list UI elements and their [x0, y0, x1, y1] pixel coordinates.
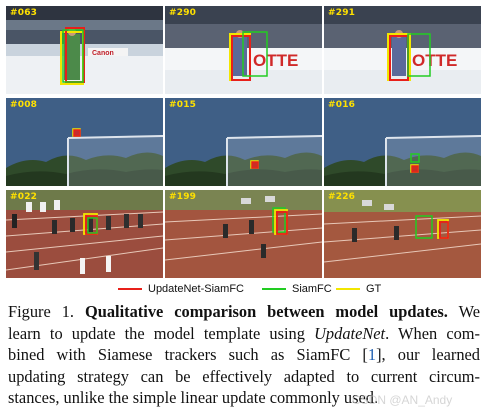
legend-swatch-red [118, 288, 142, 290]
caption-line-1: Figure 1. Qualitative comparison between… [8, 302, 480, 321]
figure-image-grid: Canon #063 OTTE [6, 6, 481, 278]
legend-label: SiamFC [292, 283, 332, 295]
ball-frame-image [165, 98, 322, 186]
race-frame-image [6, 190, 163, 278]
frame-number: #226 [328, 192, 356, 202]
figure-legend: UpdateNet-SiamFC SiamFC GT [0, 281, 487, 299]
svg-text:Canon: Canon [92, 50, 114, 57]
legend-label: GT [366, 283, 382, 295]
figure-label: Figure 1. [8, 302, 75, 321]
svg-text:OTTE: OTTE [253, 51, 298, 70]
frame-number: #291 [328, 8, 356, 18]
figure-caption: Figure 1. Qualitative comparison between… [8, 301, 480, 409]
citation-link[interactable]: 1 [367, 345, 377, 365]
frame-panel: #022 [6, 190, 163, 278]
frame-panel: #226 [324, 190, 481, 278]
frame-panel: #199 [165, 190, 322, 278]
svg-text:OTTE: OTTE [412, 51, 457, 70]
skating-frame-image: OTTE [324, 6, 481, 94]
race-frame-image [324, 190, 481, 278]
watermark: CSDN @AN_Andy [352, 393, 453, 407]
frame-number: #063 [10, 8, 38, 18]
legend-swatch-yellow [336, 288, 360, 290]
caption-line-3: bined with Siamese trackers such as Siam… [8, 345, 480, 365]
sequence-row-race: #022 #199 [6, 190, 481, 278]
caption-line-2: learn to update the model template using… [8, 323, 480, 343]
caption-title: Qualitative comparison between model upd… [84, 302, 448, 321]
caption-line-5: stances, unlike the simple linear update… [8, 388, 379, 408]
frame-number: #008 [10, 100, 38, 110]
frame-panel: OTTE #290 [165, 6, 322, 94]
frame-panel: #015 [165, 98, 322, 186]
frame-number: #199 [169, 192, 197, 202]
ball-frame-image [6, 98, 163, 186]
legend-label: UpdateNet-SiamFC [148, 283, 244, 295]
frame-number: #022 [10, 192, 38, 202]
frame-number: #016 [328, 100, 356, 110]
frame-panel: #016 [324, 98, 481, 186]
skating-frame-image: Canon [6, 6, 163, 94]
frame-panel: OTTE #291 [324, 6, 481, 94]
sequence-row-ball: #008 #015 [6, 98, 481, 186]
legend-item-gt: GT [336, 283, 381, 295]
legend-swatch-green [262, 288, 286, 290]
ball-frame-image [324, 98, 481, 186]
updatenet-term: UpdateNet [314, 323, 386, 343]
frame-number: #015 [169, 100, 197, 110]
legend-item-updatenet: UpdateNet-SiamFC [118, 283, 244, 295]
skating-frame-image: OTTE [165, 6, 322, 94]
frame-panel: Canon #063 [6, 6, 163, 94]
frame-number: #290 [169, 8, 197, 18]
race-frame-image [165, 190, 322, 278]
legend-item-siamfc: SiamFC [262, 283, 332, 295]
sequence-row-skating: Canon #063 OTTE [6, 6, 481, 94]
frame-panel: #008 [6, 98, 163, 186]
caption-line-4: updating strategy can be effectively ada… [8, 366, 480, 386]
